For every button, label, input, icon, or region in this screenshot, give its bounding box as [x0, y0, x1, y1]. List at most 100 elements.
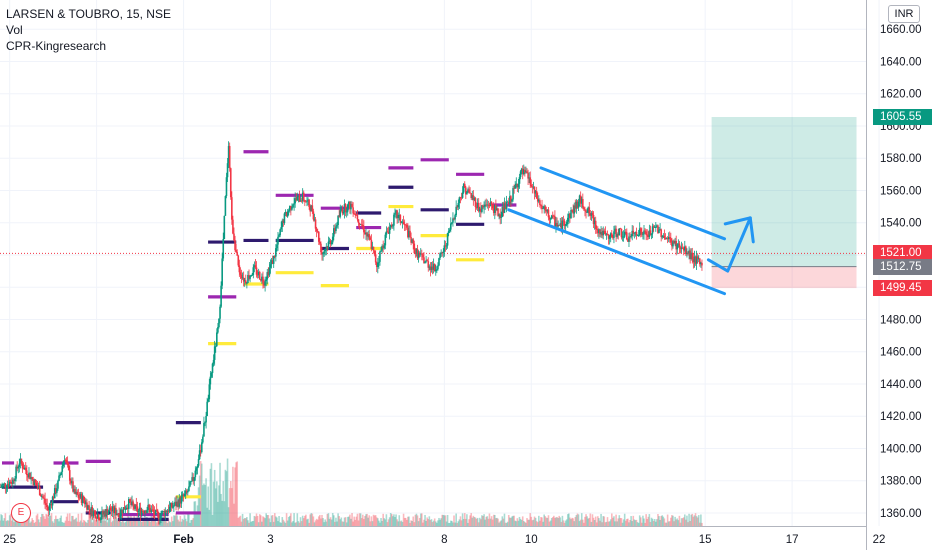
candle	[388, 222, 391, 240]
volume-bar	[615, 514, 617, 526]
candle	[699, 257, 701, 267]
volume-bar	[648, 514, 651, 526]
candle	[617, 228, 620, 240]
symbol-title[interactable]: LARSEN & TOUBRO, 15, NSE	[6, 7, 171, 21]
candle-body	[37, 486, 40, 488]
currency-button[interactable]: INR	[888, 5, 920, 23]
volume-bar	[504, 522, 507, 526]
candle	[20, 458, 23, 466]
volume-bar	[539, 520, 541, 526]
candle	[652, 224, 655, 232]
volume-bar	[614, 521, 616, 526]
volume-bar	[436, 522, 438, 526]
candle	[319, 237, 321, 246]
candle-body	[534, 190, 537, 194]
volume-bar	[111, 520, 114, 526]
candle-body	[476, 202, 479, 208]
candle-body	[486, 204, 489, 206]
candle	[403, 219, 406, 231]
candle	[566, 213, 569, 228]
candle-body	[410, 237, 412, 243]
volume-bar	[542, 521, 544, 526]
candle-body	[690, 252, 693, 259]
volume-bar	[558, 515, 561, 526]
volume-bar	[534, 517, 537, 526]
candle-body	[572, 210, 574, 214]
candle-body	[553, 215, 555, 217]
volume-bar	[549, 520, 552, 526]
candle-body	[214, 346, 217, 348]
volume-bar	[279, 522, 281, 526]
candle-body	[128, 498, 130, 509]
volume-bar	[611, 513, 613, 526]
volume-bar	[501, 516, 504, 526]
candle-body	[325, 246, 328, 250]
volume-bar	[446, 514, 449, 526]
volume-indicator-label[interactable]: Vol	[6, 23, 23, 37]
candle	[399, 214, 402, 226]
candle	[648, 224, 651, 239]
volume-bar	[83, 520, 86, 526]
candle-body	[234, 240, 236, 251]
volume-bar	[220, 493, 222, 526]
candle-body	[137, 510, 140, 512]
candle	[476, 198, 479, 211]
candle	[379, 250, 381, 266]
cpr-indicator-label[interactable]: CPR-Kingresearch	[6, 39, 107, 53]
candle-body	[209, 376, 212, 385]
earnings-marker-icon[interactable]: E	[11, 503, 31, 523]
volume-bar	[212, 481, 215, 526]
candle	[358, 222, 361, 230]
volume-bar	[487, 518, 490, 526]
candle-body	[53, 488, 56, 499]
candle	[674, 237, 676, 247]
volume-bar	[609, 519, 612, 526]
candle-body	[56, 488, 58, 493]
volume-bar	[490, 516, 493, 526]
candle	[387, 226, 390, 234]
candle	[405, 222, 408, 230]
candle-body	[329, 240, 332, 245]
volume-bar	[589, 513, 592, 526]
candle-body	[539, 200, 541, 206]
candle	[91, 505, 94, 520]
candle-body	[414, 253, 417, 254]
candle-body	[563, 221, 566, 226]
candle-body	[504, 203, 507, 209]
candle-body	[429, 266, 432, 270]
candle-body	[357, 219, 360, 223]
volume-bar	[445, 521, 448, 526]
volume-bar	[458, 519, 461, 526]
candle-body	[506, 201, 509, 203]
volume-bar	[235, 462, 237, 526]
candle-body	[73, 489, 75, 492]
candle	[584, 206, 586, 217]
candle-body	[561, 220, 564, 231]
candle	[424, 260, 426, 264]
volume-bar	[132, 519, 134, 526]
candle-body	[195, 468, 198, 471]
candle-body	[467, 189, 469, 193]
candle-body	[469, 192, 471, 194]
candle-body	[202, 436, 204, 443]
candle-body	[179, 497, 182, 504]
candle-body	[285, 211, 288, 217]
candle-body	[289, 206, 291, 211]
volume-bar	[26, 520, 28, 526]
volume-bar	[146, 516, 148, 526]
volume-bar	[106, 522, 109, 526]
candle	[6, 480, 9, 492]
volume-bar	[559, 517, 562, 526]
candle	[620, 228, 623, 240]
candle	[677, 239, 680, 248]
candle	[257, 268, 260, 279]
candle	[459, 196, 462, 204]
candle-body	[129, 498, 131, 503]
volume-bar	[626, 518, 628, 526]
candle-body	[547, 209, 550, 218]
candle-body	[34, 479, 37, 483]
candle	[629, 232, 631, 242]
candle	[280, 221, 283, 233]
candle-body	[592, 214, 595, 225]
